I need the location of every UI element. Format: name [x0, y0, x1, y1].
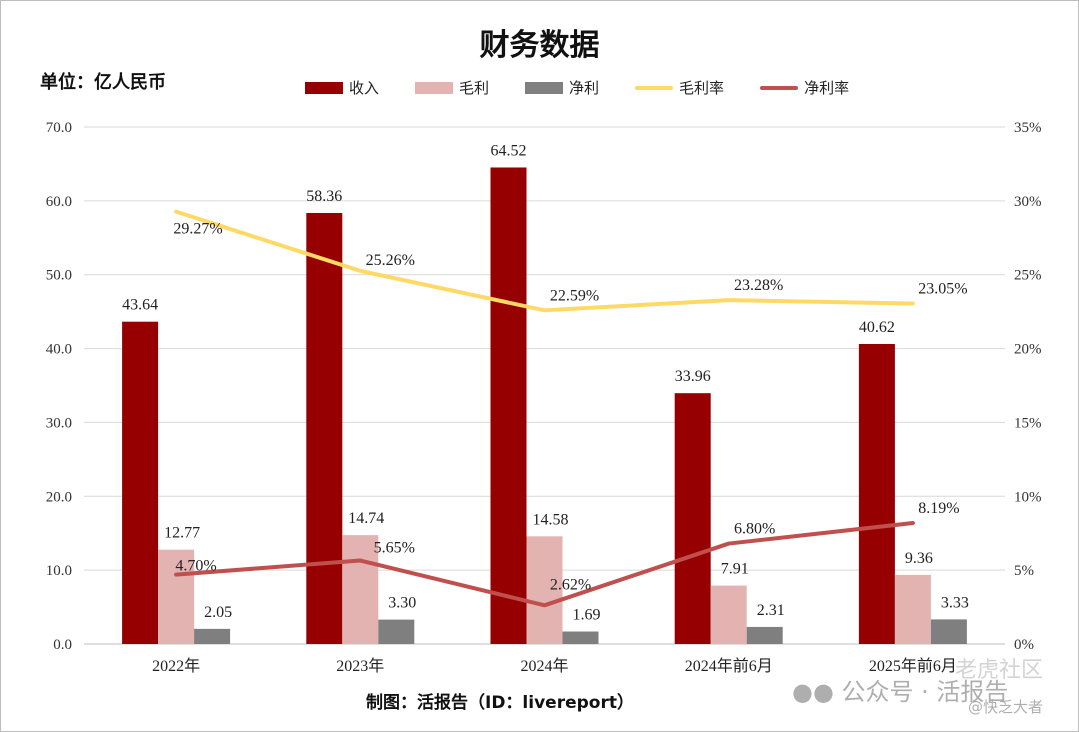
line-data-label: 29.27% [173, 221, 222, 238]
y-right-tick-label: 20% [1014, 342, 1042, 358]
bar-data-label: 9.36 [905, 550, 933, 567]
legend-swatch-revenue [305, 81, 343, 94]
bar-data-label: 3.33 [941, 594, 969, 611]
line-data-label: 23.28% [734, 277, 783, 294]
y-right-tick-label: 30% [1014, 194, 1042, 210]
bar-revenue [122, 321, 159, 644]
bar-data-label: 58.36 [306, 188, 342, 205]
line-data-label: 6.80% [734, 521, 775, 538]
bar-data-label: 33.96 [675, 368, 711, 385]
line-data-label: 2.62% [550, 576, 591, 593]
bar-net-profit [562, 631, 599, 644]
y-left-tick-label: 10.0 [46, 563, 72, 579]
y-right-tick-label: 15% [1014, 415, 1042, 431]
bar-data-label: 40.62 [859, 319, 895, 336]
line-gross-margin [174, 209, 915, 313]
line-data-label: 4.70% [175, 558, 216, 575]
line-data-label: 23.05% [918, 281, 967, 298]
legend-swatch-net-margin [760, 85, 799, 90]
bar-data-label: 3.30 [388, 595, 416, 612]
y-left-tick-label: 0.0 [53, 637, 72, 653]
y-left-tick-label: 20.0 [46, 489, 72, 505]
legend-swatch-net-profit [525, 81, 564, 94]
legend-label-net-profit: 净利 [569, 79, 600, 97]
bar-gross-profit [342, 535, 379, 644]
line-data-label: 22.59% [550, 287, 599, 304]
y-left-tick-label: 30.0 [46, 415, 72, 431]
chart-source: 制图：活报告（ID：livereport） [366, 693, 634, 713]
line-data-label: 8.19% [918, 500, 959, 517]
legend-swatch-gross-margin [635, 85, 674, 90]
wechat-icon: ●● [792, 678, 834, 706]
bar-revenue [306, 212, 343, 644]
x-tick-label: 2025年前6月 [869, 657, 957, 675]
legend-label-revenue: 收入 [349, 79, 380, 97]
bar-data-label: 7.91 [721, 561, 749, 578]
bar-data-label: 2.05 [204, 604, 232, 621]
legend-item-net-profit: 净利 [525, 77, 599, 98]
bar-revenue [674, 393, 711, 644]
bar-data-label: 43.64 [122, 297, 158, 314]
bar-gross-profit [710, 585, 747, 644]
x-tick-label: 2024年前6月 [685, 657, 773, 675]
legend-swatch-gross-profit [415, 81, 454, 94]
legend-label-gross-margin: 毛利率 [679, 79, 725, 97]
bar-data-label: 64.52 [491, 142, 527, 159]
y-right-tick-label: 0% [1014, 637, 1034, 653]
watermark-account-label: 公众号 · 活报告 [841, 678, 1009, 706]
bar-data-label: 1.69 [573, 607, 601, 624]
x-tick-label: 2023年 [336, 657, 384, 675]
watermark-site: 老虎社区 [955, 658, 1044, 683]
x-tick-label: 2022年 [152, 657, 200, 675]
y-left-tick-label: 50.0 [46, 268, 72, 284]
watermark-account: ●● 公众号 · 活报告 [792, 672, 1008, 707]
bar-net-profit [194, 628, 231, 644]
legend-item-gross-margin: 毛利率 [635, 77, 724, 98]
bar-data-label: 12.77 [164, 525, 200, 542]
bar-data-label: 14.58 [533, 511, 569, 528]
y-left-tick-label: 40.0 [46, 342, 72, 358]
legend-label-gross-profit: 毛利 [459, 79, 490, 97]
y-left-tick-label: 70.0 [46, 120, 72, 136]
legend-label-net-margin: 净利率 [804, 79, 850, 97]
bar-net-profit [930, 619, 967, 644]
bar-revenue [858, 343, 895, 644]
y-right-tick-label: 35% [1014, 120, 1042, 136]
legend: 收入 毛利 净利 毛利率 净利率 [305, 77, 885, 98]
y-right-tick-label: 5% [1014, 563, 1034, 579]
y-right-tick-label: 25% [1014, 268, 1042, 284]
bar-gross-profit [526, 536, 563, 644]
unit-label: 单位：亿人民币 [40, 72, 166, 93]
y-left-tick-label: 60.0 [46, 194, 72, 210]
bar-data-label: 2.31 [757, 602, 785, 619]
legend-item-net-margin: 净利率 [760, 77, 849, 98]
legend-item-gross-profit: 毛利 [415, 77, 489, 98]
line-data-label: 5.65% [374, 540, 415, 557]
bar-gross-profit [894, 574, 931, 644]
line-data-label: 25.26% [366, 252, 415, 269]
bar-net-profit [378, 619, 415, 644]
legend-item-revenue: 收入 [305, 77, 379, 98]
line-net-margin [174, 521, 915, 608]
y-right-tick-label: 10% [1014, 489, 1042, 505]
chart-title: 财务数据 [479, 28, 600, 63]
x-tick-label: 2024年 [520, 657, 568, 675]
bar-data-label: 14.74 [348, 510, 384, 527]
bar-net-profit [746, 626, 783, 644]
bar-revenue [490, 167, 527, 645]
watermark-user: @快乏大者 [968, 698, 1044, 716]
bar-gross-profit [158, 549, 195, 644]
